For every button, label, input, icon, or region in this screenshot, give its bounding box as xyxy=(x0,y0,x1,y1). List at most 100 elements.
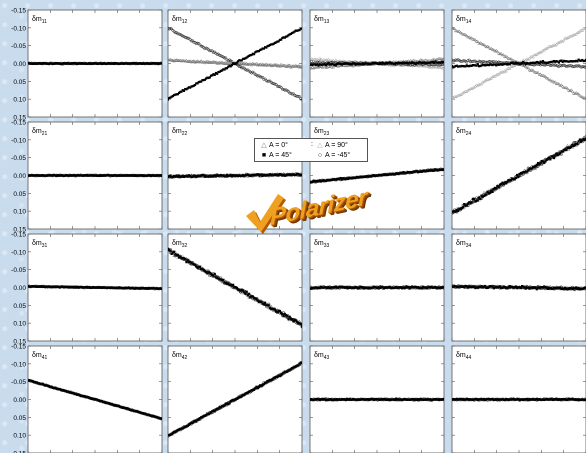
point-a0 xyxy=(569,88,573,92)
point-a45 xyxy=(502,182,505,186)
point-a45 xyxy=(535,60,538,64)
point-a45 xyxy=(565,60,568,63)
point-a45 xyxy=(508,179,511,182)
point-am45 xyxy=(555,64,558,68)
point-a45 xyxy=(250,53,253,57)
point-a45 xyxy=(321,179,324,182)
point-a45 xyxy=(354,63,357,66)
point-a45 xyxy=(112,62,116,65)
point-a45 xyxy=(218,174,221,177)
point-a0 xyxy=(279,62,283,66)
point-a45 xyxy=(527,169,530,172)
point-a90 xyxy=(242,62,246,66)
point-a45 xyxy=(152,287,155,290)
point-a0 xyxy=(436,57,440,61)
point-a45 xyxy=(122,174,125,177)
point-a90 xyxy=(325,58,329,62)
point-a45 xyxy=(417,170,420,174)
point-a45 xyxy=(491,63,494,67)
point-a45 xyxy=(571,60,574,63)
point-a90 xyxy=(505,67,510,71)
point-a90 xyxy=(469,86,474,90)
point-a45 xyxy=(295,320,299,323)
point-a45 xyxy=(40,285,43,288)
point-am45 xyxy=(280,87,284,91)
point-a45 xyxy=(473,197,476,200)
point-a90 xyxy=(438,65,443,69)
point-a45 xyxy=(198,265,202,268)
point-a45 xyxy=(573,60,577,63)
point-a45 xyxy=(332,178,335,181)
point-a45 xyxy=(94,174,97,177)
point-a45 xyxy=(30,62,33,65)
point-a45 xyxy=(283,312,286,315)
point-a45 xyxy=(214,174,218,178)
point-a45 xyxy=(209,272,213,275)
point-a45 xyxy=(143,62,146,65)
point-a45 xyxy=(33,62,36,65)
point-a0 xyxy=(246,62,250,66)
point-a45 xyxy=(207,271,210,274)
point-a45 xyxy=(342,62,345,65)
point-a0 xyxy=(524,64,528,68)
point-am45 xyxy=(290,92,294,96)
point-a45 xyxy=(149,62,153,65)
point-a45 xyxy=(550,60,553,63)
point-a45 xyxy=(530,62,534,65)
point-a45 xyxy=(268,43,272,47)
point-am45 xyxy=(261,75,265,79)
point-a45 xyxy=(559,59,562,63)
point-a45 xyxy=(220,279,224,282)
point-a45 xyxy=(339,177,342,180)
point-a45 xyxy=(338,62,341,65)
point-a45 xyxy=(281,36,284,40)
point-a45 xyxy=(312,63,315,66)
point-a45 xyxy=(402,171,405,174)
point-a45 xyxy=(426,61,430,64)
point-a45 xyxy=(361,175,364,178)
point-am45 xyxy=(256,74,260,78)
point-a45 xyxy=(480,194,483,197)
point-a45 xyxy=(371,61,374,64)
point-a45 xyxy=(433,61,436,64)
point-a45 xyxy=(182,257,186,260)
point-a45 xyxy=(234,175,237,178)
point-am45 xyxy=(300,98,302,102)
point-a45 xyxy=(554,60,557,63)
point-a0 xyxy=(501,53,506,57)
point-a45 xyxy=(413,62,416,65)
point-a45 xyxy=(181,174,184,177)
point-a45 xyxy=(523,170,526,174)
point-a45 xyxy=(254,174,257,177)
point-a90 xyxy=(540,50,544,54)
point-a45 xyxy=(436,168,439,171)
point-a90 xyxy=(580,28,585,32)
point-a0 xyxy=(527,68,532,72)
point-a45 xyxy=(566,60,569,63)
point-a45 xyxy=(181,256,184,260)
point-a45 xyxy=(295,172,299,175)
point-a45 xyxy=(573,143,577,147)
point-a45 xyxy=(238,289,241,292)
point-a45 xyxy=(503,62,506,66)
point-a45 xyxy=(358,176,361,179)
point-a45 xyxy=(583,138,586,141)
point-a45 xyxy=(182,175,186,179)
point-a0 xyxy=(543,74,548,79)
point-a45 xyxy=(358,63,361,66)
point-a45 xyxy=(233,174,236,177)
point-a0 xyxy=(183,59,187,63)
point-a45 xyxy=(68,174,71,177)
point-a45 xyxy=(564,148,567,151)
point-am45 xyxy=(186,37,190,40)
point-a45 xyxy=(80,174,84,177)
point-a45 xyxy=(208,175,211,178)
point-a45 xyxy=(186,87,189,90)
point-a45 xyxy=(283,174,286,177)
point-a0 xyxy=(227,61,232,65)
point-a45 xyxy=(503,181,506,184)
point-a45 xyxy=(331,178,334,182)
point-a45 xyxy=(187,174,190,177)
point-a45 xyxy=(275,173,278,176)
point-a45 xyxy=(159,174,162,177)
